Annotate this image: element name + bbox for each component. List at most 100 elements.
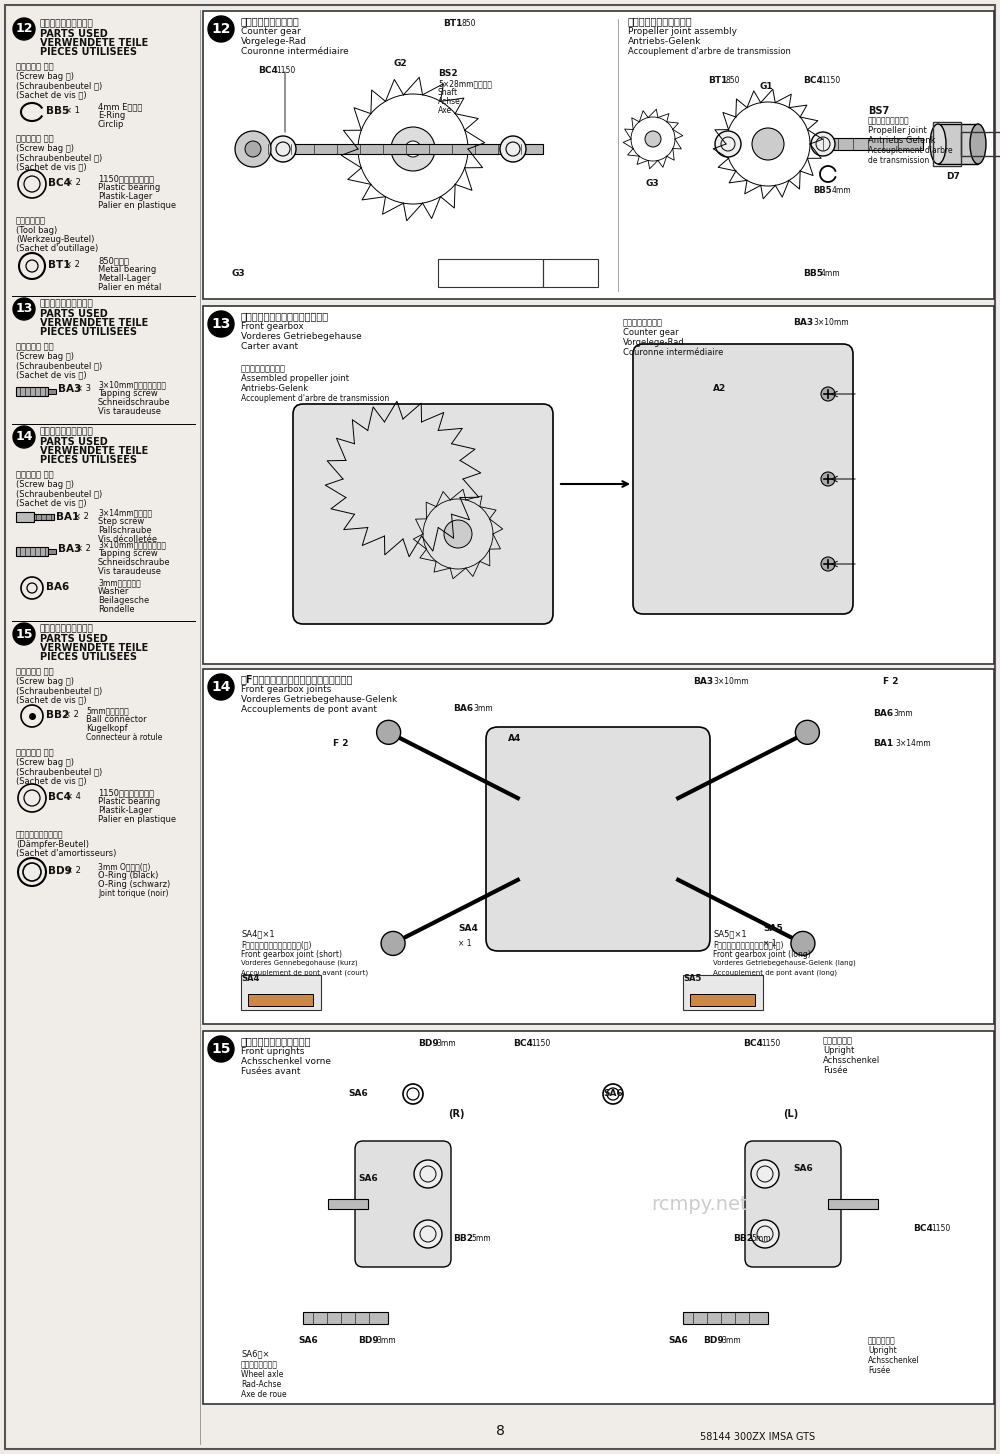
Text: アップライト: アップライト [823, 1037, 853, 1045]
Bar [438, 259, 543, 286]
Text: Plastik-Lager: Plastik-Lager [98, 192, 152, 201]
Text: Antriebs-Gelenk: Antriebs-Gelenk [241, 384, 309, 393]
Circle shape [752, 128, 784, 160]
Text: Vis taraudeuse: Vis taraudeuse [98, 567, 161, 576]
Circle shape [13, 17, 35, 41]
Text: 850メタル: 850メタル [98, 256, 129, 265]
Circle shape [821, 557, 835, 571]
Text: VERWENDETE TEILE: VERWENDETE TEILE [40, 643, 148, 653]
Bar [203, 669, 994, 1024]
Text: (Sachet de vis Ⓒ): (Sachet de vis Ⓒ) [16, 161, 87, 172]
Text: Propeller joint assembly: Propeller joint assembly [628, 28, 737, 36]
Text: D7: D7 [946, 172, 960, 180]
Circle shape [715, 131, 741, 157]
Text: SA6・×: SA6・× [241, 1349, 270, 1358]
Text: Metall-Lager: Metall-Lager [98, 273, 150, 284]
Text: Fギヤーボックスジョイント(短): Fギヤーボックスジョイント(短) [241, 939, 312, 949]
Text: (Dämpfer-Beutel): (Dämpfer-Beutel) [16, 840, 89, 849]
Text: VERWENDETE TEILE: VERWENDETE TEILE [40, 318, 148, 329]
Text: BA3: BA3 [693, 678, 713, 686]
Text: × 1: × 1 [458, 939, 472, 948]
Text: BB2: BB2 [453, 1234, 473, 1243]
Circle shape [208, 1037, 234, 1061]
Text: Couronne intermédiaire: Couronne intermédiaire [623, 348, 723, 358]
Circle shape [811, 132, 835, 156]
Text: BD9: BD9 [703, 1336, 724, 1345]
Text: Upright: Upright [868, 1346, 897, 1355]
Text: Beilagesche: Beilagesche [98, 596, 149, 605]
Text: 58144 300ZX IMSA GTS: 58144 300ZX IMSA GTS [700, 1432, 815, 1442]
Text: E-Ring: E-Ring [98, 111, 125, 121]
Text: (R): (R) [448, 1109, 464, 1120]
Text: 3mm Oリング(黒): 3mm Oリング(黒) [98, 862, 150, 871]
Text: 3×14mm段付ビス: 3×14mm段付ビス [98, 507, 152, 518]
Text: Axe: Axe [438, 106, 452, 115]
Text: 3×10mm: 3×10mm [813, 318, 849, 327]
Text: Vorgelege-Rad: Vorgelege-Rad [241, 36, 307, 47]
Text: BA6: BA6 [873, 710, 893, 718]
Text: BA3: BA3 [58, 544, 81, 554]
Text: PIECES UTILISEES: PIECES UTILISEES [40, 455, 137, 465]
Text: Antriebs-Gelenk: Antriebs-Gelenk [628, 36, 701, 47]
Text: × 2: × 2 [76, 544, 91, 553]
Text: BC4: BC4 [48, 792, 71, 803]
Text: 4mm: 4mm [832, 186, 852, 195]
Text: BT1: BT1 [48, 260, 70, 270]
Circle shape [208, 16, 234, 42]
Circle shape [751, 1160, 779, 1188]
Text: 〈使用する小物金具〉: 〈使用する小物金具〉 [40, 427, 94, 436]
Text: BB2: BB2 [46, 710, 69, 720]
Text: 1150: 1150 [821, 76, 840, 84]
Text: Plastik-Lager: Plastik-Lager [98, 806, 152, 816]
Text: SA6: SA6 [298, 1336, 318, 1345]
Text: 3mm: 3mm [376, 1336, 396, 1345]
Text: Accouplement de pont avant (long): Accouplement de pont avant (long) [713, 970, 837, 977]
Text: PARTS USED: PARTS USED [40, 29, 108, 39]
Text: Palier en plastique: Palier en plastique [98, 201, 176, 209]
Text: BC4: BC4 [513, 1040, 533, 1048]
Text: PARTS USED: PARTS USED [40, 634, 108, 644]
Text: 13: 13 [211, 317, 231, 332]
Text: （ビス袋詰 Ⓑ）: （ビス袋詰 Ⓑ） [16, 667, 54, 676]
Bar [933, 122, 961, 166]
Text: SA5: SA5 [763, 923, 783, 933]
Circle shape [414, 1160, 442, 1188]
Text: G3: G3 [231, 269, 245, 278]
Text: BC4: BC4 [803, 76, 823, 84]
Circle shape [208, 311, 234, 337]
Text: 12: 12 [211, 22, 231, 36]
Text: 850: 850 [461, 19, 476, 28]
Text: Pallschraube: Pallschraube [98, 526, 152, 535]
Text: G2: G2 [393, 60, 407, 68]
Circle shape [270, 137, 296, 161]
Text: Rad-Achse: Rad-Achse [241, 1380, 281, 1389]
Text: (Sachet de vis Ⓐ): (Sachet de vis Ⓐ) [16, 499, 87, 507]
Text: Tapping screw: Tapping screw [98, 550, 158, 558]
Text: Assembled propeller joint: Assembled propeller joint [241, 374, 349, 382]
Text: (Sachet d'outillage): (Sachet d'outillage) [16, 244, 98, 253]
Text: 1150: 1150 [761, 1040, 780, 1048]
Text: Counter gear: Counter gear [241, 28, 301, 36]
Text: Plastic bearing: Plastic bearing [98, 797, 160, 806]
Bar [293, 474, 363, 484]
Text: アップライト: アップライト [868, 1336, 896, 1345]
Text: × 2: × 2 [66, 867, 81, 875]
Text: BB2: BB2 [733, 1234, 753, 1243]
Text: Achse: Achse [438, 97, 461, 106]
Text: de transmission: de transmission [868, 156, 929, 164]
Text: Carter avant: Carter avant [241, 342, 298, 350]
Text: 3×10mm: 3×10mm [713, 678, 749, 686]
Text: Step screw: Step screw [98, 518, 144, 526]
Text: SA4: SA4 [241, 974, 259, 983]
Text: Connecteur à rotule: Connecteur à rotule [86, 733, 162, 742]
Text: Front gearbox: Front gearbox [241, 321, 304, 332]
Text: G1: G1 [760, 81, 774, 92]
Text: SA6: SA6 [668, 1336, 688, 1345]
Text: Palier en métal: Palier en métal [98, 284, 161, 292]
Text: Achsschenkel: Achsschenkel [823, 1056, 880, 1064]
Text: × 2: × 2 [65, 260, 80, 269]
Text: Vorderes Gennebegohause (kurz): Vorderes Gennebegohause (kurz) [241, 960, 358, 967]
Text: BC4: BC4 [258, 65, 278, 76]
Bar [16, 547, 48, 555]
Text: (Screw bag Ⓑ): (Screw bag Ⓑ) [16, 678, 74, 686]
